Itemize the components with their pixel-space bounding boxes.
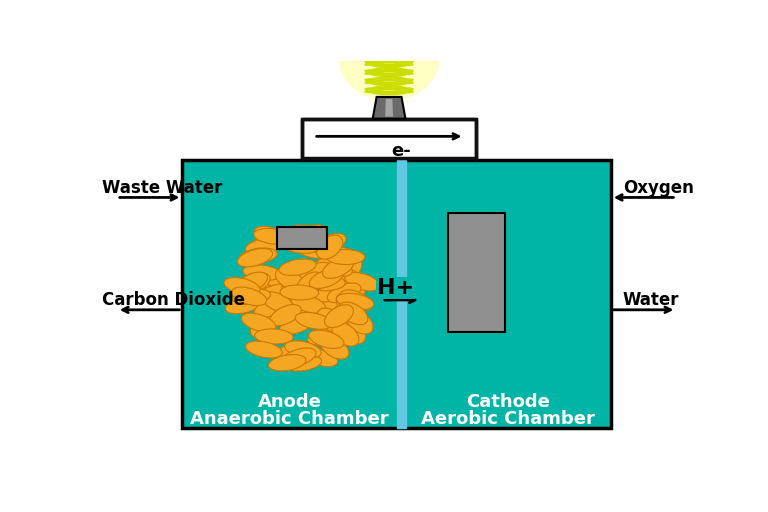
Bar [182,160,611,428]
Ellipse shape [254,226,289,246]
Ellipse shape [345,272,379,291]
Ellipse shape [309,330,344,349]
Bar [448,214,505,332]
Text: H+: H+ [377,278,414,298]
Text: Oxygen: Oxygen [623,179,694,197]
Ellipse shape [346,310,373,334]
Text: Cathode: Cathode [466,393,551,412]
Ellipse shape [303,348,338,367]
Text: Anode: Anode [257,393,321,412]
Text: Carbon Dioxide: Carbon Dioxide [102,291,245,309]
Text: Aerobic Chamber: Aerobic Chamber [422,411,595,429]
Ellipse shape [279,259,316,275]
Ellipse shape [249,284,284,302]
Ellipse shape [316,299,354,314]
Bar [302,119,476,158]
Ellipse shape [310,269,343,288]
Ellipse shape [237,248,273,267]
Ellipse shape [285,341,321,358]
Ellipse shape [340,290,372,311]
Ellipse shape [317,258,353,276]
Ellipse shape [261,292,293,312]
Ellipse shape [296,273,324,297]
Text: Anaerobic Chamber: Anaerobic Chamber [190,411,389,429]
Ellipse shape [295,312,332,329]
Ellipse shape [332,323,359,346]
Ellipse shape [254,297,286,317]
Bar [396,160,406,428]
Ellipse shape [246,341,283,358]
Ellipse shape [313,233,346,254]
Ellipse shape [236,272,267,293]
Ellipse shape [295,242,333,259]
Ellipse shape [280,315,314,334]
Ellipse shape [316,235,343,259]
Ellipse shape [233,289,270,305]
Ellipse shape [239,273,270,294]
Ellipse shape [251,297,290,312]
Ellipse shape [224,278,260,295]
Ellipse shape [339,302,368,325]
Ellipse shape [269,355,306,371]
Ellipse shape [241,313,276,332]
Ellipse shape [308,326,343,345]
Ellipse shape [277,303,313,321]
Polygon shape [372,97,406,119]
Ellipse shape [317,308,343,332]
Ellipse shape [327,283,361,303]
Ellipse shape [327,279,357,301]
Ellipse shape [288,225,326,240]
Ellipse shape [310,331,344,350]
Ellipse shape [320,269,358,285]
Text: Water: Water [623,291,679,309]
Ellipse shape [336,293,374,310]
Ellipse shape [243,265,281,281]
Ellipse shape [282,275,318,293]
Ellipse shape [299,263,332,282]
Ellipse shape [281,265,310,288]
Ellipse shape [232,287,266,306]
Text: e-: e- [391,142,411,160]
Polygon shape [385,99,393,117]
Ellipse shape [260,284,296,301]
Ellipse shape [339,319,366,344]
Ellipse shape [276,341,308,361]
Ellipse shape [225,296,262,314]
Ellipse shape [245,238,283,254]
Ellipse shape [280,285,319,300]
Ellipse shape [336,293,362,317]
Ellipse shape [247,276,285,291]
Ellipse shape [240,248,277,264]
Ellipse shape [281,348,316,367]
Ellipse shape [329,287,365,305]
Ellipse shape [250,315,279,338]
Ellipse shape [336,257,362,281]
Ellipse shape [317,247,356,262]
Ellipse shape [255,329,293,344]
Ellipse shape [270,305,301,326]
Ellipse shape [296,225,326,247]
Ellipse shape [306,276,345,291]
Ellipse shape [326,249,365,265]
Ellipse shape [296,262,335,277]
Ellipse shape [290,225,323,246]
Ellipse shape [302,281,333,302]
Ellipse shape [334,305,364,327]
Ellipse shape [291,295,326,313]
Ellipse shape [339,14,439,101]
Ellipse shape [253,228,292,244]
Ellipse shape [323,257,354,279]
Ellipse shape [296,272,323,296]
Ellipse shape [276,268,304,291]
Ellipse shape [275,231,305,252]
Ellipse shape [250,233,281,254]
Ellipse shape [283,355,322,371]
Text: Waste Water: Waste Water [102,179,222,197]
Bar [276,227,327,249]
Ellipse shape [281,238,319,253]
Ellipse shape [320,336,349,359]
Ellipse shape [325,305,353,328]
Ellipse shape [282,294,320,310]
